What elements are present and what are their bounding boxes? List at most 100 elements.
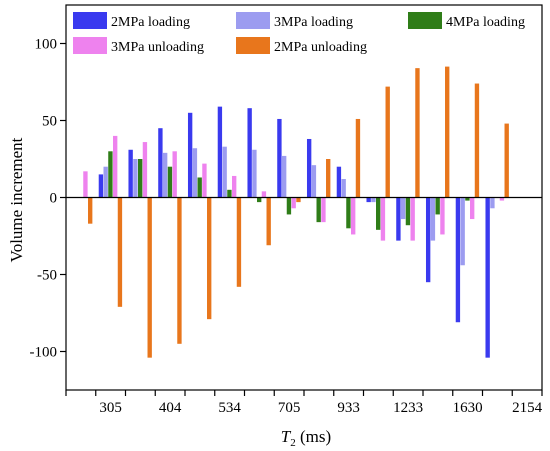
bar-4mpa-loading-4 [197,177,202,198]
bar-4mpa-loading-9 [346,197,351,229]
bar-3mpa-unloading-4 [202,163,207,198]
legend: 2MPa loading 3MPa loading 4MPa loading 3MPa… [73,12,525,55]
bar-3mpa-unloading-7 [291,197,296,209]
legend-label-3: 3MPa unloading [111,40,204,55]
plot-frame [65,4,543,391]
bar-2mpa-loading-9 [336,166,342,198]
bar-3mpa-loading-12 [430,197,436,241]
bar-2mpa-loading-2 [128,149,133,198]
x-tick-label: 933 [337,400,360,416]
bar-2mpa-loading-1 [98,174,104,198]
bar-3mpa-unloading-13 [470,197,475,220]
bar-3mpa-loading-13 [460,197,465,266]
y-tick-label: 0 [50,191,58,207]
bar-3mpa-loading-10 [371,197,376,203]
bar-4mpa-loading-6 [257,197,262,203]
y-tick-label: -100 [30,345,58,361]
bar-3mpa-loading-6 [252,149,257,198]
x-tick-label: 705 [278,400,301,416]
bar-3mpa-unloading-5 [232,175,237,198]
bar-2mpa-loading-13 [455,197,461,323]
bar-4mpa-loading-7 [286,197,292,215]
bar-2mpa-unloading-0 [88,197,93,224]
bar-2mpa-unloading-1 [117,197,123,307]
bar-3mpa-unloading-3 [172,151,177,198]
bar-3mpa-loading-3 [162,152,168,198]
bar-2mpa-unloading-10 [385,86,390,198]
x-tick-label: 404 [159,400,182,416]
legend-label-1: 3MPa loading [274,15,353,30]
bar-4mpa-loading-3 [167,166,173,198]
bar-3mpa-unloading-14 [499,197,505,201]
bar-3mpa-loading-2 [133,159,138,198]
bar-4mpa-loading-5 [227,189,232,198]
bar-3mpa-loading-5 [222,146,227,198]
bar-4mpa-loading-8 [316,197,321,223]
bar-3mpa-loading-11 [400,197,406,220]
legend-swatch-2 [408,12,442,29]
bar-2mpa-loading-14 [485,197,490,358]
x-tick-label: 305 [99,400,122,416]
bar-2mpa-unloading-4 [207,197,212,320]
x-tick-label: 1630 [453,400,483,416]
bar-3mpa-unloading-11 [410,197,415,241]
bar-2mpa-loading-7 [277,118,282,198]
legend-label-0: 2MPa loading [111,15,190,30]
x-axis-title: T2 (ms) [281,427,331,449]
x-tick-label: 534 [218,400,241,416]
bar-2mpa-unloading-5 [236,197,242,287]
bar-3mpa-loading-9 [341,179,346,198]
bar-2mpa-loading-4 [187,112,193,198]
bar-2mpa-unloading-9 [355,118,361,198]
bar-2mpa-loading-8 [306,138,312,198]
x-tick-label: 1233 [393,400,423,416]
x-axis-title-sub: 2 [290,437,296,449]
bar-2mpa-loading-11 [396,197,401,241]
legend-swatch-1 [236,12,270,29]
bar-3mpa-unloading-2 [142,142,148,198]
bars-layer [83,66,509,358]
bar-2mpa-unloading-6 [266,197,271,246]
bar-4mpa-loading-10 [376,197,381,230]
bar-4mpa-loading-11 [405,197,411,226]
bar-4mpa-loading-1 [108,151,113,198]
x-tick-label: 2154 [512,400,543,416]
legend-label-2: 4MPa loading [446,15,525,30]
bar-3mpa-loading-7 [281,155,287,198]
bar-3mpa-loading-4 [192,148,198,198]
bar-2mpa-unloading-11 [415,68,420,198]
bar-2mpa-loading-10 [366,197,371,203]
bar-3mpa-unloading-6 [261,191,267,198]
bar-3mpa-unloading-12 [440,197,445,235]
bar-4mpa-loading-13 [465,197,470,201]
y-tick-label: 100 [35,37,58,53]
y-axis-title: Volume increment [7,137,26,262]
legend-swatch-0 [73,12,107,29]
bar-2mpa-unloading-7 [296,197,301,203]
bar-4mpa-loading-12 [435,197,440,215]
bar-2mpa-loading-3 [158,128,163,198]
bar-2mpa-loading-5 [217,106,223,198]
bar-2mpa-loading-6 [247,108,252,198]
bar-3mpa-loading-8 [311,165,317,198]
bar-3mpa-unloading-8 [321,197,326,223]
bar-3mpa-unloading-9 [351,197,356,235]
bar-3mpa-loading-14 [490,197,495,209]
legend-label-4: 2MPa unloading [274,40,367,55]
bar-2mpa-unloading-8 [326,159,331,198]
bar-3mpa-unloading-10 [380,197,386,241]
bar-3mpa-unloading-0 [83,171,88,198]
bar-2mpa-unloading-12 [445,66,450,198]
x-axis-title-unit: (ms) [296,427,331,446]
bar-3mpa-unloading-1 [113,135,118,198]
bar-4mpa-loading-2 [138,159,143,198]
legend-swatch-4 [236,37,270,54]
bar-2mpa-loading-12 [425,197,431,283]
y-tick-label: 50 [42,114,57,130]
bar-2mpa-unloading-3 [177,197,182,344]
bar-2mpa-unloading-14 [504,123,509,198]
bar-2mpa-unloading-13 [474,83,480,198]
ticks-layer: -100 -50 0 50 100 305 404 534 705 933 1233 1630 2154 [30,37,543,417]
bar-2mpa-unloading-2 [147,197,152,358]
